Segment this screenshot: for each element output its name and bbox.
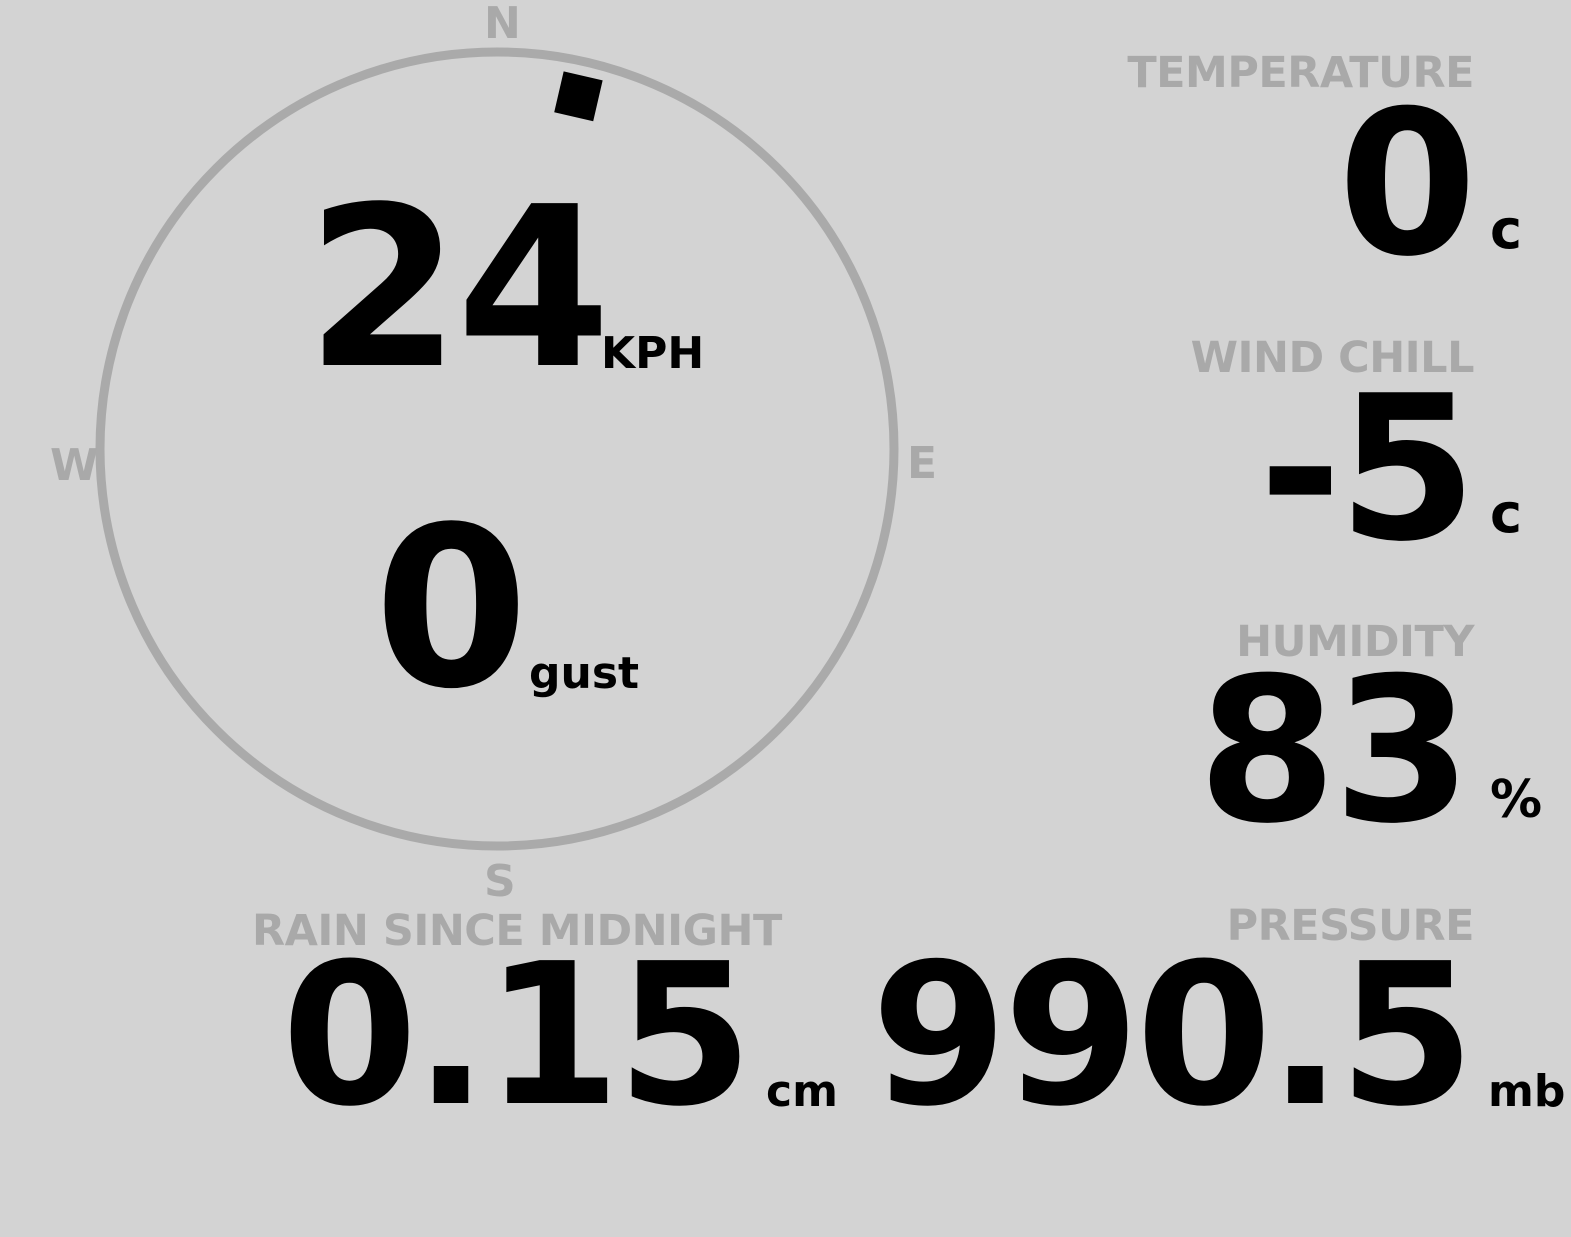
compass-north-label: N xyxy=(484,0,521,49)
wind-direction-pointer xyxy=(554,71,603,122)
wind-chill-unit: c xyxy=(1490,482,1523,545)
temperature-value: 0 xyxy=(1337,68,1477,301)
compass-east-label: E xyxy=(907,438,938,489)
humidity-label: HUMIDITY xyxy=(1236,617,1474,667)
wind-direction-marker xyxy=(554,71,603,122)
wind-speed-unit: KPH xyxy=(601,328,705,379)
gust-unit: gust xyxy=(529,648,640,699)
humidity-unit: % xyxy=(1490,770,1543,830)
rain-label: RAIN SINCE MIDNIGHT xyxy=(252,906,782,956)
compass-west-label: W xyxy=(50,440,99,491)
compass-ring xyxy=(95,47,899,851)
compass-dial xyxy=(95,47,899,851)
wind-chill-label: WIND CHILL xyxy=(1190,333,1475,383)
humidity-value: 83 xyxy=(1197,635,1472,868)
rain-value: 0.15 xyxy=(281,922,753,1150)
wind-speed-value: 24 xyxy=(306,160,611,418)
pressure-label: PRESSURE xyxy=(1226,901,1475,951)
wind-chill-value: -5 xyxy=(1258,353,1477,586)
compass-south-label: S xyxy=(484,856,516,907)
rain-unit: cm xyxy=(766,1066,838,1117)
gust-value: 0 xyxy=(374,480,528,738)
temperature-unit: c xyxy=(1490,198,1523,261)
pressure-unit: mb xyxy=(1488,1066,1566,1117)
pressure-value: 990.5 xyxy=(871,922,1475,1150)
temperature-label: TEMPERATURE xyxy=(1127,48,1474,98)
